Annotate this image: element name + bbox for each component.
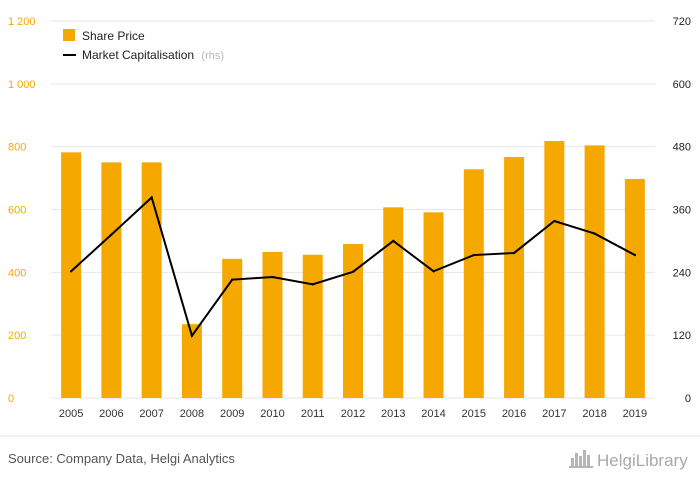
bar-2007: [141, 162, 162, 398]
left-axis-ticks: 0 200 400 600 800 1 000 1 200: [8, 16, 36, 405]
bar-2008: [181, 324, 202, 398]
x-tick-label: 2006: [99, 408, 123, 420]
legend-label-share-price: Share Price: [82, 29, 145, 43]
bar-2018: [584, 145, 605, 398]
right-tick-label: 0: [685, 393, 691, 405]
bar-2012: [343, 244, 363, 398]
bar-2019: [624, 179, 645, 398]
right-axis-ticks: 0 120 240 360 480 600 720: [673, 16, 691, 405]
x-tick-label: 2005: [59, 408, 83, 420]
x-tick-label: 2017: [542, 408, 566, 420]
bar-2014: [423, 212, 444, 398]
x-tick-label: 2008: [180, 408, 204, 420]
market-cap-point-2005: [69, 270, 73, 273]
bar-2013: [383, 207, 404, 398]
market-cap-point-2010: [271, 275, 274, 279]
helgi-logo-icon: [569, 450, 593, 468]
bar-2010: [262, 251, 283, 398]
market-cap-point-2019: [633, 253, 637, 257]
x-tick-label: 2012: [341, 408, 365, 420]
x-tick-label: 2007: [139, 408, 163, 420]
left-tick-label: 800: [8, 142, 26, 154]
left-tick-label: 400: [8, 267, 26, 279]
brand-name: HelgiLibrary: [597, 451, 688, 470]
left-tick-label: 200: [8, 330, 26, 342]
legend-market-cap-name: Market Capitalisation: [82, 48, 194, 62]
market-cap-line: [69, 195, 637, 338]
x-tick-label: 2015: [462, 408, 486, 420]
right-tick-label: 600: [673, 79, 691, 91]
x-tick-label: 2014: [421, 408, 445, 420]
market-cap-point-2018: [593, 232, 596, 235]
legend-rhs-note: (rhs): [201, 50, 224, 62]
market-cap-point-2007: [150, 196, 153, 199]
x-tick-label: 2018: [582, 408, 606, 420]
bar-2011: [302, 254, 323, 398]
x-tick-label: 2011: [301, 408, 325, 420]
bar-2016: [504, 157, 525, 398]
right-tick-label: 480: [673, 142, 691, 154]
left-tick-label: 600: [8, 205, 26, 217]
right-tick-label: 720: [673, 16, 691, 28]
bar-2009: [222, 258, 243, 398]
market-cap-point-2009: [231, 278, 234, 281]
market-cap-point-2014: [432, 270, 435, 273]
market-cap-point-2011: [311, 283, 314, 286]
market-cap-point-2015: [472, 253, 475, 257]
bar-2015: [463, 169, 484, 398]
x-tick-label: 2010: [260, 408, 284, 420]
bar-2006: [101, 162, 122, 398]
right-tick-label: 240: [673, 267, 691, 279]
market-cap-point-2006: [110, 233, 113, 236]
left-tick-label: 1 000: [8, 79, 36, 91]
market-cap-point-2016: [512, 251, 516, 255]
x-tick-label: 2016: [502, 408, 526, 420]
x-tick-label: 2013: [381, 408, 405, 420]
x-tick-label: 2019: [623, 408, 647, 420]
legend-label-market-cap: Market Capitalisation (rhs): [82, 48, 224, 62]
left-tick-label: 1 200: [8, 16, 36, 28]
market-cap-point-2012: [351, 270, 355, 274]
right-tick-label: 120: [673, 330, 691, 342]
x-axis-ticks: 2005 2006 2007 2008 2009 2010 2011 2012 2013 2014…: [59, 408, 647, 420]
right-tick-label: 360: [673, 205, 691, 217]
share-price-bars: [61, 141, 645, 399]
market-cap-point-2008: [190, 334, 194, 337]
x-tick-label: 2009: [220, 408, 244, 420]
legend: Share Price Market Capitalisation (rhs): [63, 29, 224, 62]
bar-2005: [61, 152, 82, 398]
market-cap-point-2013: [392, 239, 395, 243]
legend-swatch-share-price: [63, 29, 75, 41]
left-tick-label: 0: [8, 393, 14, 405]
market-cap-point-2017: [553, 219, 556, 223]
source-text: Source: Company Data, Helgi Analytics: [8, 451, 235, 466]
bar-2017: [544, 141, 565, 399]
